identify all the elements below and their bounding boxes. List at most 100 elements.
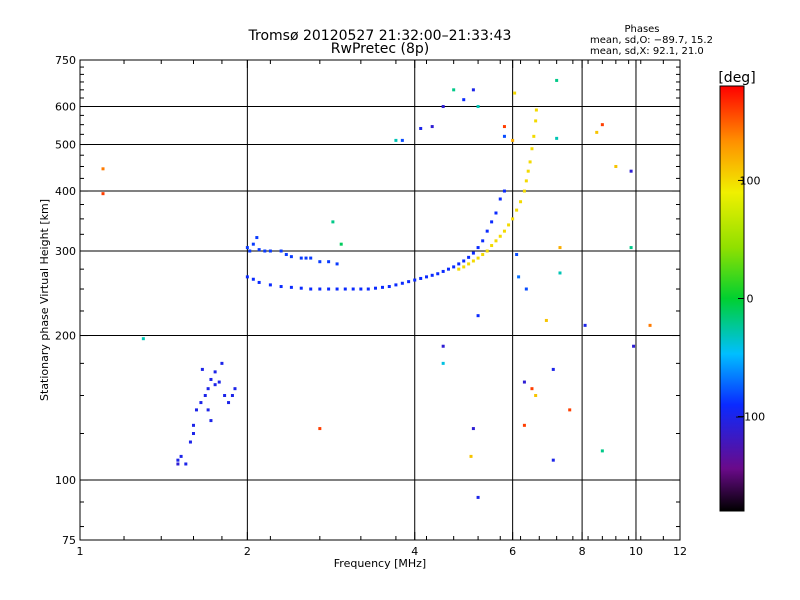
data-point xyxy=(526,169,530,173)
data-point xyxy=(327,260,331,264)
data-point xyxy=(289,285,293,289)
data-point xyxy=(462,265,466,269)
data-point xyxy=(191,432,195,436)
data-point xyxy=(551,458,555,462)
data-point xyxy=(194,408,198,412)
data-point xyxy=(284,253,288,257)
x-tick-label: 1 xyxy=(77,545,84,558)
data-point xyxy=(400,138,404,142)
data-point xyxy=(494,211,498,215)
y-tick-label: 200 xyxy=(55,330,76,343)
data-point xyxy=(519,200,523,204)
data-point xyxy=(425,275,429,279)
chart-title: Tromsø 20120527 21:32:00–21:33:43 xyxy=(248,28,512,44)
data-point xyxy=(555,78,559,82)
data-point xyxy=(230,394,234,398)
data-point xyxy=(462,98,466,102)
data-point xyxy=(413,278,417,282)
data-point xyxy=(498,197,502,201)
data-point xyxy=(513,91,517,95)
data-point xyxy=(452,88,456,92)
data-point xyxy=(200,367,204,371)
data-point xyxy=(502,134,506,138)
x-tick-label: 12 xyxy=(673,545,687,558)
data-point xyxy=(452,265,456,269)
data-point xyxy=(394,283,398,287)
x-tick-label: 8 xyxy=(579,545,586,558)
data-point xyxy=(213,370,217,374)
data-point xyxy=(101,192,105,196)
data-point xyxy=(515,208,519,212)
data-point xyxy=(517,275,521,279)
y-axis-label: Stationary phase Virtual Height [km] xyxy=(38,199,51,401)
data-point xyxy=(471,251,475,255)
data-point xyxy=(263,249,267,253)
data-point xyxy=(476,495,480,499)
data-point xyxy=(534,394,538,398)
data-point xyxy=(485,249,489,253)
data-point xyxy=(490,244,494,248)
data-point xyxy=(648,323,652,327)
data-point xyxy=(233,387,237,391)
data-point xyxy=(217,380,221,384)
data-point xyxy=(335,262,339,266)
data-point xyxy=(191,423,195,427)
data-point xyxy=(206,387,210,391)
y-tick-label: 300 xyxy=(55,245,76,258)
x-axis-label: Frequency [MHz] xyxy=(334,557,426,570)
data-point xyxy=(251,242,255,246)
data-point xyxy=(251,277,255,281)
data-point xyxy=(380,285,384,289)
data-point xyxy=(299,256,303,260)
data-point xyxy=(268,283,272,287)
data-point xyxy=(359,287,363,291)
data-point xyxy=(511,138,515,142)
data-point xyxy=(176,462,180,466)
data-point xyxy=(494,239,498,243)
data-point xyxy=(485,229,489,233)
data-point xyxy=(524,287,528,291)
data-point xyxy=(255,236,259,240)
data-point xyxy=(441,361,445,365)
data-point xyxy=(318,427,322,431)
data-point xyxy=(343,287,347,291)
data-point xyxy=(203,394,207,398)
data-point xyxy=(629,169,633,173)
data-point xyxy=(530,147,534,151)
data-point xyxy=(188,440,192,444)
x-tick-label: 10 xyxy=(629,545,643,558)
data-point xyxy=(614,164,618,168)
data-point xyxy=(245,275,249,279)
grid-lines xyxy=(80,60,680,540)
data-point xyxy=(544,318,548,322)
data-point xyxy=(558,271,562,275)
data-point xyxy=(534,108,538,112)
data-point xyxy=(476,256,480,260)
legend-title: Phases xyxy=(624,24,659,35)
data-point xyxy=(522,189,526,193)
data-point xyxy=(558,246,562,250)
colorbar-tick-label: 0 xyxy=(747,293,754,306)
chart-subtitle: RwPretec (8p) xyxy=(331,41,429,57)
data-point xyxy=(490,220,494,224)
data-point xyxy=(279,285,283,289)
data-point xyxy=(101,167,105,171)
y-tick-label: 400 xyxy=(55,185,76,198)
data-points xyxy=(101,78,652,499)
colorbar-label: [deg] xyxy=(718,70,755,86)
data-point xyxy=(555,136,559,140)
data-point xyxy=(209,419,213,423)
data-point xyxy=(268,249,272,253)
data-point xyxy=(220,361,224,365)
data-point xyxy=(583,323,587,327)
data-point xyxy=(522,380,526,384)
data-point xyxy=(467,262,471,266)
data-point xyxy=(511,217,515,221)
data-point xyxy=(419,126,423,130)
data-point xyxy=(515,253,519,257)
x-tick-label: 2 xyxy=(244,545,251,558)
data-point xyxy=(441,105,445,109)
data-point xyxy=(476,314,480,318)
data-point xyxy=(279,249,283,253)
